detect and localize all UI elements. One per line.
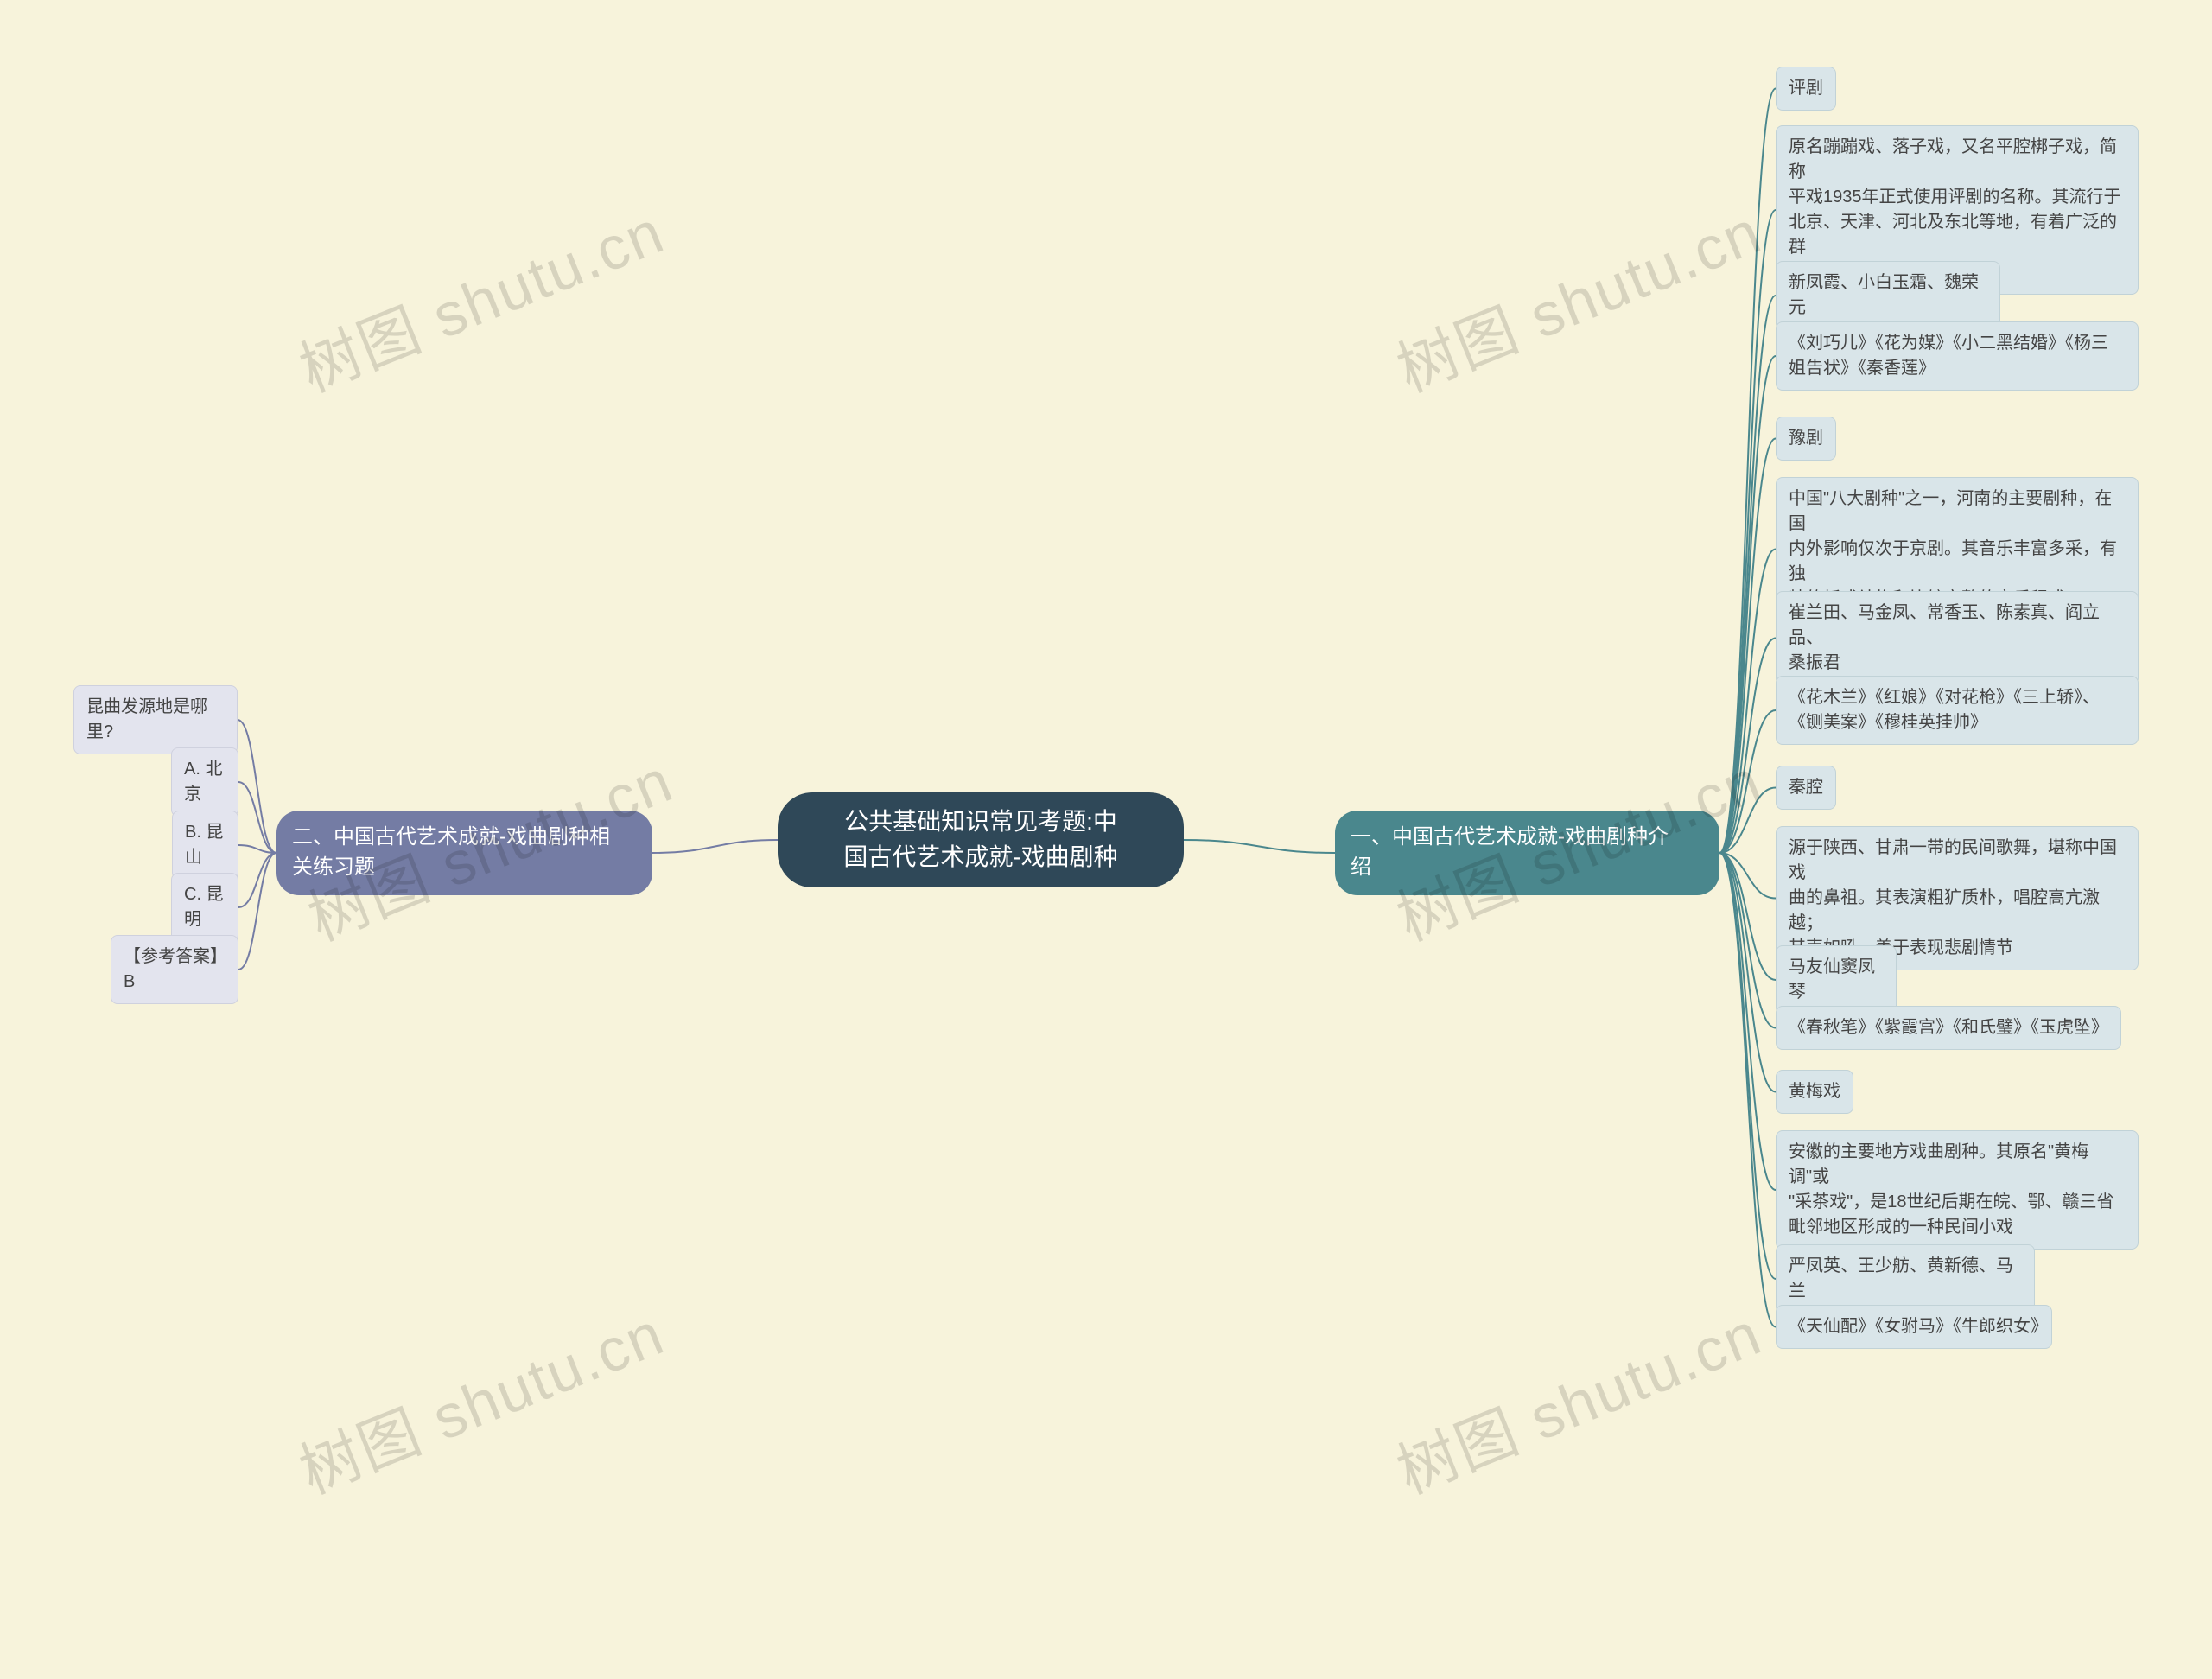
node-r11: 马友仙窦凤琴 [1776,945,1897,1014]
node-r13: 黄梅戏 [1776,1070,1853,1114]
node-l1: 昆曲发源地是哪里? [73,685,238,754]
node-r7: 崔兰田、马金凤、常香玉、陈素真、阎立品、 桑振君 [1776,591,2139,685]
node-text: 《天仙配》《女驸马》《牛郎织女》 [1789,1314,2039,1339]
node-text: B. 昆山 [185,820,226,870]
node-text: 秦腔 [1789,775,1823,800]
watermark: 树图 shutu.cn [1382,184,1772,410]
mindmap-stage: 公共基础知识常见考题:中 国古代艺术成就-戏曲剧种 一、中国古代艺术成就-戏曲剧种… [0,0,2212,1679]
node-text: 《刘巧儿》《花为媒》《小二黑结婚》《杨三 姐告状》《秦香莲》 [1789,331,2108,381]
node-text: 《花木兰》《红娘》《对花枪》《三上轿》、 《铡美案》《穆桂英挂帅》 [1789,685,2100,735]
node-r4: 《刘巧儿》《花为媒》《小二黑结婚》《杨三 姐告状》《秦香莲》 [1776,321,2139,391]
node-text: 豫剧 [1789,426,1823,451]
node-text: 源于陕西、甘肃一带的民间歌舞，堪称中国戏 曲的鼻祖。其表演粗犷质朴，唱腔高亢激越… [1789,836,2126,961]
node-r3: 新凤霞、小白玉霜、魏荣元 [1776,261,2000,330]
node-r9: 秦腔 [1776,766,1836,810]
node-text: 《春秋笔》《紫霞宫》《和氏璧》《玉虎坠》 [1789,1015,2108,1040]
node-center: 公共基础知识常见考题:中 国古代艺术成就-戏曲剧种 [778,792,1184,887]
node-text: 二、中国古代艺术成就-戏曲剧种相 关练习题 [292,823,610,883]
node-text: 崔兰田、马金凤、常香玉、陈素真、阎立品、 桑振君 [1789,601,2126,676]
node-r16: 《天仙配》《女驸马》《牛郎织女》 [1776,1305,2052,1349]
node-text: 黄梅戏 [1789,1079,1840,1104]
node-l2: A. 北京 [171,747,238,817]
node-r1: 评剧 [1776,67,1836,111]
node-text: A. 北京 [184,757,226,807]
node-r15: 严凤英、王少舫、黄新德、马兰 [1776,1244,2035,1313]
watermark: 树图 shutu.cn [285,1286,675,1511]
node-text: C. 昆明 [184,882,226,932]
node-text: 昆曲发源地是哪里? [86,695,225,745]
node-r5: 豫剧 [1776,417,1836,461]
node-text: 新凤霞、小白玉霜、魏荣元 [1789,270,1987,321]
node-text: 严凤英、王少舫、黄新德、马兰 [1789,1254,2022,1304]
node-text: 安徽的主要地方戏曲剧种。其原名"黄梅调"或 "采茶戏"，是18世纪后期在皖、鄂、… [1789,1140,2126,1240]
watermark: 树图 shutu.cn [285,184,675,410]
node-r14: 安徽的主要地方戏曲剧种。其原名"黄梅调"或 "采茶戏"，是18世纪后期在皖、鄂、… [1776,1130,2139,1250]
watermark: 树图 shutu.cn [1382,1286,1772,1511]
node-text: 马友仙窦凤琴 [1789,955,1884,1005]
node-text: 一、中国古代艺术成就-戏曲剧种介 绍 [1351,823,1669,883]
node-l3: B. 昆山 [172,811,238,880]
node-r8: 《花木兰》《红娘》《对花枪》《三上轿》、 《铡美案》《穆桂英挂帅》 [1776,676,2139,745]
node-r12: 《春秋笔》《紫霞宫》《和氏璧》《玉虎坠》 [1776,1006,2121,1050]
node-branchR: 一、中国古代艺术成就-戏曲剧种介 绍 [1335,811,1719,895]
node-l4: C. 昆明 [171,873,238,942]
node-text: 【参考答案】B [124,944,226,995]
node-text: 评剧 [1789,76,1823,101]
node-branchL: 二、中国古代艺术成就-戏曲剧种相 关练习题 [276,811,652,895]
node-l5: 【参考答案】B [111,935,238,1004]
node-text: 公共基础知识常见考题:中 国古代艺术成就-戏曲剧种 [843,805,1117,874]
